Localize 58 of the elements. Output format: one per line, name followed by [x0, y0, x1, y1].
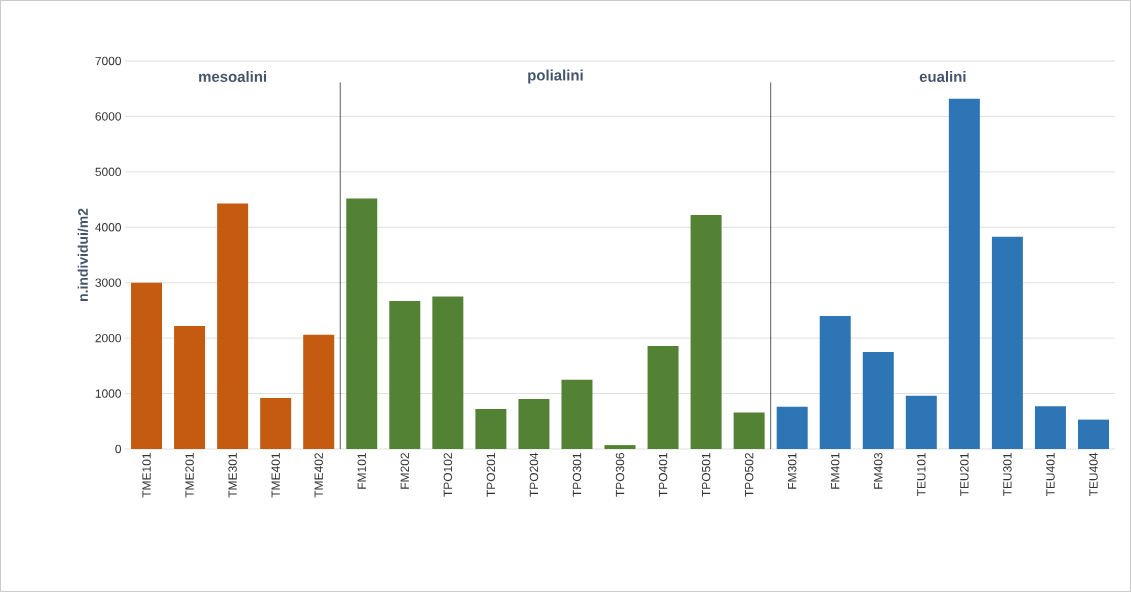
annotation: polialini — [528, 69, 583, 84]
y-tick-label: 3000 — [95, 278, 122, 287]
x-tick-label: TPO502 — [744, 453, 754, 497]
y-tick-label: 5000 — [95, 167, 122, 177]
bar — [948, 98, 980, 449]
y-axis-title: n.individui/m2 — [77, 208, 89, 301]
x-tick-label: TME201 — [185, 453, 194, 498]
y-tick-label: 2000 — [95, 333, 122, 343]
x-tick-label: TME401 — [271, 453, 280, 498]
bar — [303, 334, 335, 449]
bar — [862, 351, 894, 449]
bar — [518, 399, 550, 449]
x-tick-label: TEU101 — [917, 453, 926, 497]
x-tick-label: TEU401 — [1046, 453, 1055, 497]
bar — [776, 406, 808, 449]
x-tick-label: TPO201 — [486, 453, 496, 497]
x-tick-label: TME301 — [228, 453, 237, 498]
x-tick-label: FM202 — [400, 453, 410, 489]
x-tick-label: FM301 — [787, 453, 797, 489]
annotation: mesoalini — [199, 71, 267, 82]
x-tick-label: TEU201 — [960, 453, 969, 497]
x-tick-label: TME402 — [314, 453, 323, 498]
x-tick-label: TPO306 — [615, 453, 625, 497]
x-tick-label: TPO301 — [572, 453, 582, 497]
x-tick-label: TEU404 — [1089, 452, 1098, 497]
bar — [389, 300, 421, 449]
x-tick-label: TPO501 — [701, 453, 711, 497]
bar — [260, 397, 292, 449]
x-tick-label: TPO401 — [658, 453, 668, 497]
y-tick-label: 0 — [115, 444, 122, 454]
bar — [174, 325, 206, 449]
x-tick-label: FM101 — [357, 453, 366, 489]
x-tick-label: FM403 — [874, 453, 883, 489]
bar — [604, 445, 636, 449]
y-tick-label: 6000 — [95, 112, 122, 121]
bar — [733, 412, 765, 449]
bar — [991, 236, 1023, 449]
bar — [647, 345, 679, 449]
y-tick-label: 4000 — [95, 223, 122, 232]
bar — [905, 395, 937, 449]
y-tick-label: 7000 — [95, 56, 122, 66]
bar — [690, 215, 722, 449]
x-tick-label: FM401 — [831, 453, 840, 489]
bar — [131, 282, 163, 449]
x-tick-label: TPO102 — [443, 453, 453, 497]
bar — [561, 379, 593, 449]
y-tick-label: 1000 — [95, 389, 122, 398]
bar — [346, 198, 378, 449]
bar — [432, 296, 464, 449]
bar — [1077, 419, 1109, 449]
x-tick-label: TME101 — [142, 453, 151, 498]
bar — [217, 203, 249, 449]
bar — [475, 409, 507, 449]
annotation: eualini — [919, 71, 966, 82]
x-tick-label: TPO204 — [529, 452, 539, 497]
bar — [1034, 406, 1066, 449]
x-tick-label: TEU301 — [1003, 453, 1012, 497]
bar — [819, 315, 851, 449]
